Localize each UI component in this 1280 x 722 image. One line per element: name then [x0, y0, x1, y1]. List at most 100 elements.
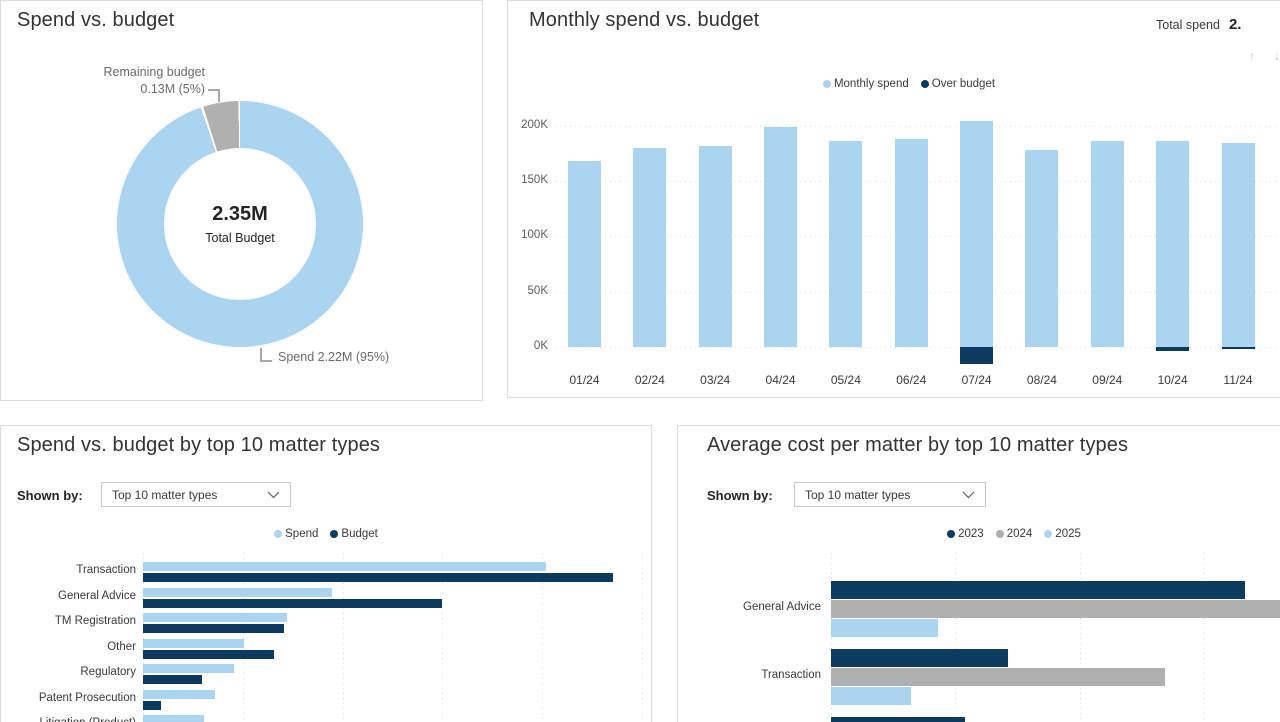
legend-item-budget[interactable]: Budget — [330, 528, 378, 540]
bar-2025[interactable] — [831, 619, 938, 637]
matter-type-dropdown[interactable]: Top 10 matter types — [101, 482, 291, 507]
legend-item-spend[interactable]: Spend — [274, 528, 318, 540]
gridline — [242, 553, 244, 722]
card-title: Average cost per matter by top 10 matter… — [707, 434, 1129, 456]
callout-connector — [260, 360, 272, 362]
gridline — [1079, 553, 1081, 722]
bar-2023[interactable] — [831, 649, 1008, 667]
bar-budget[interactable] — [143, 675, 202, 685]
legend-label: 2024 — [1006, 528, 1033, 540]
legend-item-2025[interactable]: 2025 — [1044, 528, 1081, 540]
bar-monthly-spend[interactable] — [1156, 141, 1190, 347]
legend-item-2023[interactable]: 2023 — [947, 528, 984, 540]
bar-2023[interactable] — [831, 581, 1245, 599]
bar-budget[interactable] — [143, 700, 161, 710]
matter-type-dropdown[interactable]: Top 10 matter types — [794, 482, 986, 507]
category-label: Litigation (Product) — [1, 717, 136, 722]
bar-spend[interactable] — [143, 664, 234, 674]
legend-label: 2025 — [1055, 528, 1081, 540]
callout-connector — [218, 89, 220, 102]
bar-budget[interactable] — [143, 573, 613, 582]
x-axis-label: 05/24 — [830, 373, 861, 387]
legend-item-monthly-spend[interactable]: Monthly spend — [822, 78, 909, 90]
total-spend-value: 2. — [1228, 16, 1242, 33]
category-label: Transaction — [76, 564, 136, 576]
bar-monthly-spend[interactable] — [568, 161, 601, 347]
y-axis-label: 200K — [521, 118, 548, 131]
card-spend-by-matter-type: Spend vs. budget by top 10 matter types … — [0, 425, 652, 722]
x-axis-label: 11/24 — [1223, 373, 1253, 387]
callout-line: Remaining budget — [103, 65, 205, 79]
bar-spend[interactable] — [143, 689, 215, 699]
legend-item-2024[interactable]: 2024 — [995, 528, 1033, 540]
callout-connector — [208, 89, 219, 91]
bar-2024[interactable] — [831, 600, 1280, 618]
shown-by-label: Shown by: — [707, 488, 773, 503]
bar-monthly-spend[interactable] — [698, 145, 732, 347]
callout-connector — [260, 348, 262, 361]
y-axis-label: 0K — [533, 340, 548, 352]
category-label: Patent Prosecution — [38, 691, 136, 704]
callout-line: 0.13M (5%) — [140, 82, 205, 96]
gridline — [442, 553, 444, 722]
gridline — [342, 553, 344, 722]
legend-dot — [920, 80, 929, 88]
y-axis-label: 150K — [521, 173, 548, 186]
donut-callout-spend: Spend 2.22M (95%) — [278, 350, 390, 364]
bar-monthly-spend[interactable] — [1221, 143, 1255, 347]
gridline — [955, 553, 957, 722]
bar-over-budget[interactable] — [1221, 347, 1255, 350]
x-axis-label: 07/24 — [961, 373, 992, 387]
bar-over-budget[interactable] — [960, 347, 994, 364]
bar-spend[interactable] — [143, 715, 204, 722]
drill-down-icon[interactable]: ↓ — [1274, 49, 1280, 63]
shown-by-label: Shown by: — [17, 488, 83, 503]
bar-spend[interactable] — [143, 587, 332, 597]
legend-label: Budget — [341, 528, 378, 540]
bar-monthly-spend[interactable] — [829, 141, 863, 347]
x-axis-label: 06/24 — [896, 373, 927, 387]
bar-monthly-spend[interactable] — [633, 147, 667, 347]
bar-budget[interactable] — [143, 598, 443, 608]
bar-monthly-spend[interactable] — [1090, 141, 1124, 347]
gridline — [1203, 553, 1205, 722]
bar-2024[interactable] — [831, 668, 1166, 686]
total-budget-label: Total Budget — [205, 231, 275, 245]
category-label: General Advice — [743, 601, 821, 613]
gridline — [143, 553, 144, 722]
card-average-cost-per-matter: Average cost per matter by top 10 matter… — [677, 425, 1280, 722]
category-label: Other — [107, 640, 136, 653]
bar-spend[interactable] — [143, 613, 287, 623]
y-axis-label: 50K — [527, 284, 548, 297]
x-axis-label: 01/24 — [569, 373, 600, 387]
bar-budget[interactable] — [143, 649, 274, 659]
card-title: Spend vs. budget — [17, 9, 175, 31]
y-axis-label: 100K — [521, 229, 548, 242]
drill-up-icon[interactable]: ↑ — [1249, 49, 1255, 63]
bar-monthly-spend[interactable] — [1025, 149, 1059, 347]
bar-budget[interactable] — [143, 624, 284, 634]
dropdown-value: Top 10 matter types — [112, 487, 218, 502]
x-axis-label: 09/24 — [1092, 373, 1123, 387]
x-axis-label: 03/24 — [700, 373, 731, 387]
total-budget-value: 2.35M — [212, 203, 268, 225]
bar-monthly-spend[interactable] — [960, 121, 994, 347]
total-spend-callout: Total spend 2. — [1156, 16, 1241, 33]
bar-2023[interactable] — [831, 717, 966, 722]
legend: 2023 2024 2025 — [678, 528, 1280, 540]
gridline — [555, 347, 1280, 348]
bar-monthly-spend[interactable] — [764, 126, 798, 347]
bar-over-budget[interactable] — [1156, 347, 1190, 352]
bar-monthly-spend[interactable] — [894, 138, 928, 347]
bar-spend[interactable] — [143, 638, 244, 648]
x-axis-label: 04/24 — [765, 373, 796, 387]
bar-2025[interactable] — [831, 687, 911, 705]
legend-dot — [822, 80, 831, 88]
legend-label: Spend — [285, 528, 319, 540]
legend-dot — [330, 530, 339, 538]
category-label: TM Registration — [54, 615, 136, 628]
bar-spend[interactable] — [143, 562, 546, 571]
chevron-down-icon — [962, 491, 975, 498]
legend-item-over-budget[interactable]: Over budget — [920, 78, 995, 90]
